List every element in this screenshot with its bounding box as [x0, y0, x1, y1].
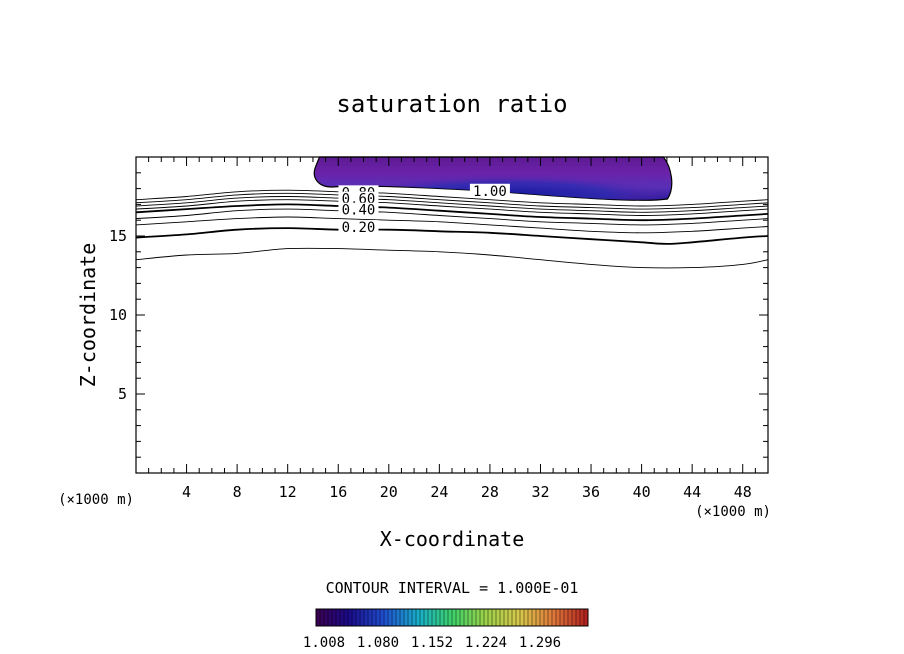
contour-line	[135, 196, 769, 213]
y-axis-label: Z-coordinate	[76, 243, 100, 388]
colorbar-labels: 1.008 1.080 1.152 1.224 1.296	[303, 635, 561, 651]
contour-line	[135, 203, 769, 222]
filled-region	[313, 156, 673, 201]
y-tick-label: 5	[118, 385, 127, 403]
colorbar-label: 1.296	[519, 635, 561, 651]
contour-line	[135, 192, 769, 210]
colorbar-label: 1.080	[357, 635, 399, 651]
x-tick-label: 16	[329, 483, 347, 501]
filled-region-core	[314, 157, 672, 201]
contour-line	[135, 189, 769, 207]
x-unit-label: (×1000 m)	[695, 504, 771, 520]
x-tick-label: 8	[233, 483, 242, 501]
contour-lines	[135, 189, 769, 269]
colorbar-label: 1.224	[465, 635, 507, 651]
x-tick-label: 28	[481, 483, 499, 501]
contour-line	[135, 208, 769, 226]
colorbar-label: 1.152	[411, 635, 453, 651]
contour-line	[135, 216, 769, 234]
x-tick-label: 44	[683, 483, 701, 501]
x-tick-label: 48	[734, 483, 752, 501]
x-axis-label: X-coordinate	[380, 527, 525, 551]
contour-interval-text: CONTOUR INTERVAL = 1.000E-01	[326, 579, 579, 597]
contour-labels: 0.800.600.400.201.00	[338, 183, 510, 236]
axis-ticks	[136, 157, 768, 473]
contour-label: 1.00	[473, 184, 507, 200]
contour-label-bg	[338, 202, 379, 216]
contour-label-bg	[338, 220, 379, 234]
y-tick-label: 15	[109, 227, 127, 245]
y-tick-labels: 5 10 15	[109, 227, 127, 403]
contour-label: 0.20	[342, 220, 376, 236]
contour-label: 0.40	[342, 203, 376, 219]
x-tick-label: 24	[430, 483, 448, 501]
z-unit-label: (×1000 m)	[58, 492, 134, 508]
contour-label-bg	[469, 183, 510, 197]
x-tick-label: 32	[531, 483, 549, 501]
x-tick-label: 36	[582, 483, 600, 501]
colorbar-stripes	[315, 609, 589, 626]
chart-title: saturation ratio	[336, 90, 567, 118]
x-tick-label: 4	[182, 483, 191, 501]
x-tick-labels: 4 8 12 16 20 24 28 32 36 40 44 48	[182, 483, 752, 501]
x-tick-label: 40	[633, 483, 651, 501]
contour-line	[135, 247, 769, 269]
contour-line	[135, 227, 769, 245]
contour-line	[135, 199, 769, 216]
contour-label-bg	[338, 191, 379, 205]
x-tick-label: 12	[279, 483, 297, 501]
plot-area	[136, 157, 768, 473]
x-tick-label: 20	[380, 483, 398, 501]
y-tick-label: 10	[109, 306, 127, 324]
colorbar-label: 1.008	[303, 635, 345, 651]
